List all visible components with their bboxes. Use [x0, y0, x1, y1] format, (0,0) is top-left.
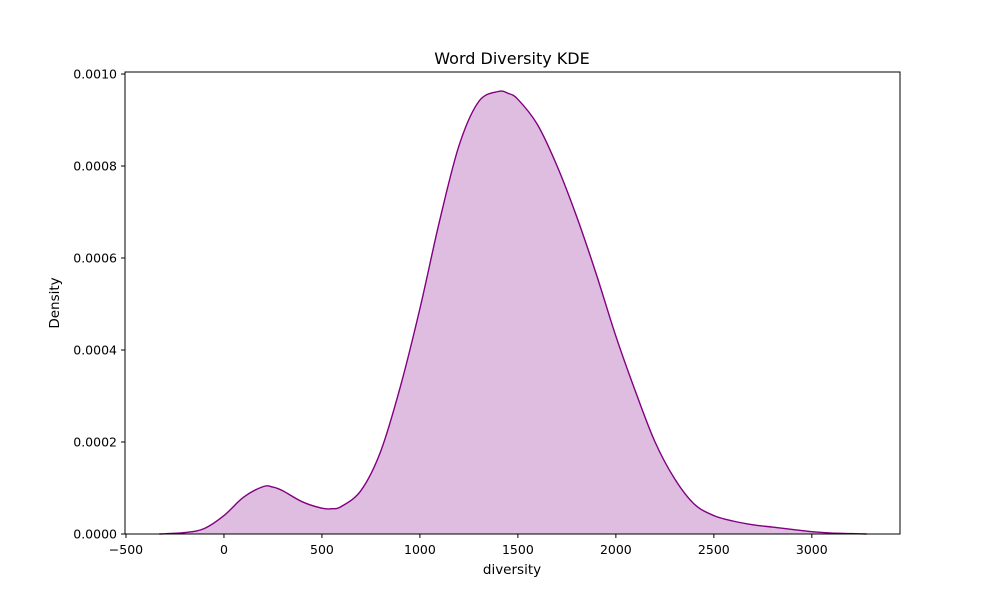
y-tick-label: 0.0010	[73, 67, 117, 82]
chart-title: Word Diversity KDE	[434, 49, 589, 68]
x-tick-label: 1500	[502, 542, 534, 557]
x-axis-ticks: −500 0 500 1000 1500 2000 2500 3000	[109, 534, 828, 557]
x-tick-label: 500	[310, 542, 334, 557]
y-tick-label: 0.0006	[73, 251, 117, 266]
x-axis-label: diversity	[483, 562, 541, 578]
y-tick-label: 0.0002	[73, 435, 117, 450]
plot-area	[159, 90, 867, 535]
x-tick-label: 2500	[698, 542, 730, 557]
y-tick-label: 0.0008	[73, 159, 117, 174]
y-tick-label: 0.0004	[73, 343, 117, 358]
kde-fill-area	[159, 91, 867, 534]
kde-density-line	[159, 90, 867, 535]
axes-frame	[124, 71, 901, 535]
x-tick-label: −500	[109, 542, 143, 557]
x-tick-label: 0	[220, 542, 228, 557]
y-tick-label: 0.0000	[73, 527, 117, 542]
y-axis-label: Density	[47, 277, 63, 328]
y-axis-ticks: 0.0000 0.0002 0.0004 0.0006 0.0008 0.0010	[73, 67, 125, 542]
x-tick-label: 1000	[404, 542, 436, 557]
x-tick-label: 3000	[796, 542, 828, 557]
x-tick-label: 2000	[600, 542, 632, 557]
